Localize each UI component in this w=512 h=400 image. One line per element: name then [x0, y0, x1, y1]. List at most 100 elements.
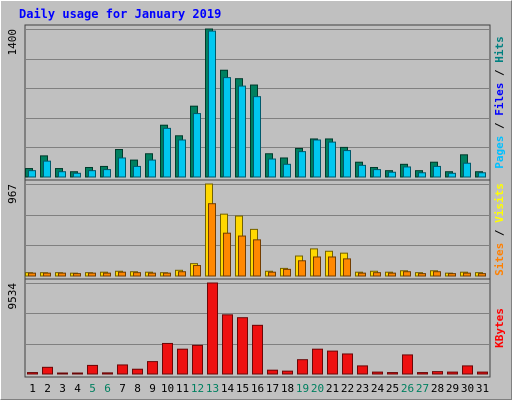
bar-kbytes-day-25	[387, 372, 398, 375]
day-label-16: 16	[251, 382, 264, 395]
bar-kbytes-day-8	[132, 368, 143, 375]
bar-sites-day-1	[28, 272, 36, 277]
legend-entry-sites-visits-2: Visits	[493, 183, 506, 223]
bar-kbytes-day-24	[372, 371, 383, 375]
bar-sites-day-12	[193, 265, 201, 277]
bar-kbytes-day-14	[222, 314, 233, 375]
day-label-26: 26	[401, 382, 414, 395]
bar-sites-day-18	[283, 268, 291, 277]
day-label-24: 24	[371, 382, 385, 395]
legend-entry-pages-files-hits-3: /	[493, 63, 506, 83]
bar-sites-day-14	[223, 232, 231, 277]
bar-kbytes-day-22	[342, 353, 353, 375]
bar-sites-day-17	[268, 271, 276, 277]
bar-files-day-2	[43, 160, 51, 178]
legend-entry-pages-files-hits-0: Pages	[493, 136, 506, 169]
bar-files-day-28	[433, 165, 441, 178]
bar-sites-day-26	[403, 271, 411, 277]
day-label-25: 25	[386, 382, 399, 395]
bar-files-day-30	[463, 162, 471, 178]
bar-files-day-27	[418, 172, 426, 178]
bar-files-day-7	[118, 157, 126, 178]
day-label-15: 15	[236, 382, 249, 395]
legend-entry-pages-files-hits-1: /	[493, 116, 506, 136]
legend-entry-pages-files-hits-2: Files	[493, 83, 506, 116]
bar-sites-day-10	[163, 272, 171, 277]
bar-kbytes-day-12	[192, 344, 203, 375]
bar-kbytes-day-7	[117, 364, 128, 375]
bar-sites-day-31	[478, 273, 486, 277]
day-label-20: 20	[311, 382, 324, 395]
bar-sites-day-25	[388, 272, 396, 277]
max-label-kbytes: 9534	[6, 283, 19, 310]
bar-files-day-3	[58, 171, 66, 178]
bar-kbytes-day-18	[282, 370, 293, 375]
bar-sites-day-16	[253, 239, 261, 277]
bar-kbytes-day-15	[237, 317, 248, 375]
max-label-pages-files-hits: 1400	[6, 29, 19, 56]
day-label-10: 10	[161, 382, 174, 395]
max-label-sites-visits: 967	[6, 184, 19, 204]
bar-sites-day-19	[298, 260, 306, 277]
bar-files-day-13	[208, 30, 216, 178]
day-label-1: 1	[29, 382, 36, 395]
bar-sites-day-11	[178, 271, 186, 277]
day-label-31: 31	[476, 382, 489, 395]
bar-files-day-21	[328, 141, 336, 178]
bar-kbytes-day-21	[327, 350, 338, 375]
bar-kbytes-day-2	[42, 366, 53, 375]
bar-files-day-26	[403, 166, 411, 178]
day-label-6: 6	[104, 382, 111, 395]
legend-kbytes: KBytes	[493, 308, 506, 348]
bar-files-day-17	[268, 158, 276, 178]
bar-files-day-23	[358, 164, 366, 178]
chart-title: Daily usage for January 2019	[19, 7, 222, 21]
bar-files-day-20	[313, 139, 321, 178]
bar-kbytes-day-11	[177, 348, 188, 375]
bar-sites-day-29	[448, 273, 456, 277]
day-label-2: 2	[44, 382, 51, 395]
bar-kbytes-day-26	[402, 354, 413, 375]
bar-kbytes-day-9	[147, 361, 158, 375]
bar-kbytes-day-4	[72, 372, 83, 375]
bar-files-day-29	[448, 172, 456, 178]
bar-sites-day-24	[373, 272, 381, 277]
bar-files-day-11	[178, 139, 186, 178]
bar-sites-day-3	[58, 272, 66, 277]
legend-entry-sites-visits-0: Sites	[493, 243, 506, 276]
day-label-3: 3	[59, 382, 66, 395]
bar-kbytes-day-16	[252, 324, 263, 375]
bar-files-day-5	[88, 170, 96, 178]
day-label-23: 23	[356, 382, 369, 395]
day-label-22: 22	[341, 382, 354, 395]
bar-kbytes-day-27	[417, 372, 428, 375]
bar-files-day-14	[223, 77, 231, 178]
day-label-9: 9	[149, 382, 156, 395]
bar-sites-day-4	[73, 273, 81, 277]
day-label-21: 21	[326, 382, 339, 395]
day-label-13: 13	[206, 382, 219, 395]
day-label-28: 28	[431, 382, 444, 395]
bar-kbytes-day-13	[207, 282, 218, 375]
legend-entry-kbytes-0: KBytes	[493, 308, 506, 348]
bar-sites-day-21	[328, 256, 336, 277]
bar-kbytes-day-6	[102, 372, 113, 375]
bar-kbytes-day-28	[432, 371, 443, 375]
bar-kbytes-day-10	[162, 342, 173, 375]
day-label-27: 27	[416, 382, 429, 395]
day-label-5: 5	[89, 382, 96, 395]
bar-sites-day-27	[418, 273, 426, 277]
bar-files-day-18	[283, 163, 291, 178]
legend-entry-sites-visits-1: /	[493, 223, 506, 243]
bar-kbytes-day-1	[27, 372, 38, 375]
bar-sites-day-5	[88, 272, 96, 277]
day-label-30: 30	[461, 382, 474, 395]
bar-sites-day-8	[133, 272, 141, 277]
bar-sites-day-13	[208, 203, 216, 277]
bar-files-day-31	[478, 172, 486, 178]
day-label-17: 17	[266, 382, 279, 395]
bar-sites-day-7	[118, 271, 126, 277]
bar-files-day-22	[343, 150, 351, 178]
bar-files-day-25	[388, 171, 396, 178]
